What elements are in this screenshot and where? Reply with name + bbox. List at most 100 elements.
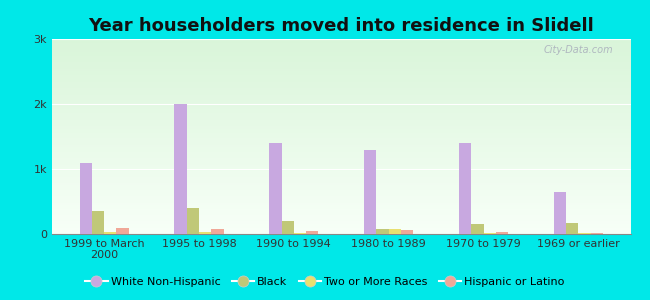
Bar [52,140,630,141]
Legend: White Non-Hispanic, Black, Two or More Races, Hispanic or Latino: White Non-Hispanic, Black, Two or More R… [81,273,569,291]
Bar [52,202,630,203]
Bar [484,233,496,234]
Bar [52,203,630,204]
Bar [52,175,630,176]
Bar [52,220,630,221]
Bar [52,183,630,184]
Bar [52,110,630,111]
Bar [52,159,630,160]
Bar [52,199,630,200]
Bar [52,83,630,84]
Bar [52,197,630,198]
Bar [52,55,630,56]
Bar [376,229,389,234]
Bar [52,190,630,191]
Bar [52,71,630,72]
Bar [52,162,630,163]
Bar [52,229,630,230]
Bar [52,73,630,74]
Bar [52,164,630,165]
Bar [52,42,630,43]
Bar [52,154,630,155]
Bar [401,230,413,234]
Bar [52,201,630,202]
Bar [52,39,630,40]
Bar [52,95,630,97]
Bar [52,118,630,119]
Bar [52,163,630,164]
Bar [52,115,630,116]
Bar [52,151,630,152]
Bar [389,230,401,234]
Bar [52,88,630,89]
Bar [52,153,630,154]
Bar [52,64,630,65]
Bar [52,141,630,142]
Bar [281,221,294,234]
Bar [52,51,630,52]
Bar [104,232,116,234]
Bar [52,233,630,234]
Bar [52,66,630,67]
Bar [52,212,630,214]
Bar [52,108,630,109]
Bar [52,211,630,212]
Bar [52,94,630,95]
Bar [52,75,630,76]
Bar [52,192,630,193]
Bar [52,52,630,53]
Bar [52,89,630,90]
Bar [52,101,630,102]
Bar [52,200,630,201]
Bar [52,60,630,62]
Bar [52,84,630,85]
Bar [52,148,630,149]
Bar [52,227,630,228]
Bar [52,178,630,179]
Bar [52,63,630,64]
Bar [52,50,630,51]
Bar [52,181,630,182]
Bar [52,144,630,145]
Bar [52,67,630,68]
Bar [52,47,630,48]
Bar [52,87,630,88]
Bar [52,125,630,126]
Bar [52,107,630,108]
Bar [52,168,630,169]
Bar [52,105,630,106]
Bar [52,230,630,231]
Bar [52,62,630,63]
Bar [52,112,630,113]
Bar [496,232,508,234]
Bar [52,100,630,101]
Bar [52,143,630,144]
Bar [52,97,630,98]
Bar [52,156,630,157]
Bar [52,129,630,130]
Bar [52,225,630,226]
Bar [52,142,630,143]
Bar [52,205,630,206]
Bar [52,188,630,189]
Bar [52,78,630,79]
Bar [52,189,630,190]
Bar [52,90,630,91]
Bar [52,214,630,215]
Bar [52,186,630,187]
Bar [52,157,630,158]
Bar [52,114,630,115]
Bar [52,210,630,211]
Bar [52,150,630,151]
Bar [52,122,630,123]
Bar [52,218,630,219]
Bar [52,161,630,162]
Bar [52,65,630,66]
Bar [294,233,306,234]
Bar [52,228,630,229]
Bar [52,185,630,186]
Bar [306,231,318,234]
Bar [52,48,630,49]
Bar [52,132,630,133]
Bar [52,86,630,87]
